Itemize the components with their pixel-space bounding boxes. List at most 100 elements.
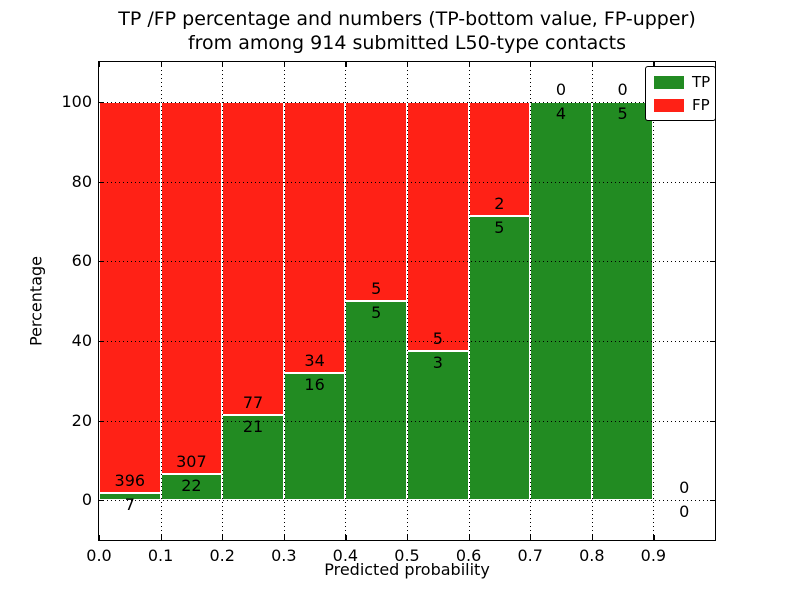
y-gridline [99,420,715,422]
legend-entry-tp: TP [654,73,711,91]
fp-bar-segment [99,101,161,494]
x-tick-label: 0.7 [517,546,543,565]
x-tick-mark [468,535,470,540]
tp-bar-segment [345,301,407,501]
fp-count-label: 34 [304,350,325,370]
y-tick-label: 20 [71,410,92,430]
x-tick-mark [591,535,594,540]
fp-count-label: 0 [617,79,628,99]
tp-count-label: 4 [555,103,567,123]
fp-bar-segment [468,101,531,216]
x-tick-mark [653,62,655,67]
fp-bar-segment [345,101,407,301]
x-gridline [468,62,470,540]
x-tick-mark [653,535,655,540]
legend-label-tp: TP [692,73,711,91]
x-tick-mark [345,535,347,540]
x-tick-mark [283,62,286,67]
x-gridline [591,62,593,540]
tp-bar-segment [99,493,161,501]
x-tick-label: 0.5 [394,546,420,565]
fp-bar-segment [407,101,469,351]
y-tick-mark [710,340,715,343]
x-gridline [530,62,532,540]
x-tick-mark [99,62,101,67]
y-tick-label: 0 [81,490,92,510]
fp-count-label: 77 [242,392,264,412]
tp-bar-segment [160,473,223,501]
tp-count-label: 5 [371,303,382,322]
x-tick-mark [591,62,594,67]
fp-bar-segment [160,101,223,474]
fp-count-label: 0 [679,478,690,498]
legend: TP FP [645,66,716,121]
x-tick-mark [283,535,286,540]
x-gridline [653,62,655,540]
y-tick-label: 100 [61,91,92,111]
x-gridline [345,62,347,540]
tp-count-label: 0 [679,502,690,522]
y-gridline [99,340,715,342]
x-tick-label: 0.2 [209,546,235,565]
fp-count-label: 396 [114,471,146,491]
legend-label-fp: FP [692,96,710,114]
tp-count-label: 16 [304,374,325,394]
x-gridline [407,62,408,540]
tp-count-label: 3 [432,352,443,372]
x-tick-label: 0.4 [332,546,359,565]
x-axis-label: Predicted probability [324,560,490,579]
y-tick-mark [710,261,715,263]
x-gridline [283,62,285,540]
y-tick-mark [99,261,104,263]
y-gridline [99,500,715,502]
y-tick-mark [99,500,104,502]
chart-title-line2: from among 914 submitted L50-type contac… [187,32,627,54]
fp-count-label: 0 [555,79,567,99]
x-tick-mark [160,535,162,540]
fp-count-label: 307 [176,451,207,471]
y-tick-mark [710,500,715,502]
tp-bar-segment [591,101,654,501]
fp-count-label: 5 [432,328,443,348]
x-tick-mark [530,535,532,540]
tp-count-label: 5 [617,103,628,123]
y-gridline [99,181,715,183]
tp-bar-segment [530,101,592,501]
x-tick-mark [530,62,532,67]
fp-bar-segment [222,101,284,415]
chart-title: TP /FP percentage and numbers (TP-bottom… [99,7,715,55]
x-tick-label: 0.6 [455,546,482,565]
y-tick-mark [99,420,104,422]
x-tick-mark [222,535,224,540]
x-tick-label: 0.0 [86,546,112,565]
fp-count-label: 5 [371,279,382,298]
tp-bar-segment [407,350,469,501]
x-tick-mark [99,535,101,540]
x-tick-label: 0.3 [271,546,297,565]
tp-legend-swatch-icon [654,75,684,89]
x-gridline [160,62,162,540]
y-tick-mark [99,340,104,343]
fp-count-label: 2 [494,193,505,213]
tp-count-label: 22 [181,475,202,495]
x-gridline [222,62,224,540]
y-tick-mark [710,181,715,183]
x-tick-label: 0.9 [640,546,667,565]
x-tick-label: 0.8 [579,546,605,565]
tp-bar-segment [468,215,531,501]
x-tick-mark [222,62,224,67]
tp-count-label: 21 [242,416,264,436]
x-tick-mark [468,62,470,67]
y-tick-mark [99,101,104,104]
fp-legend-swatch-icon [654,98,684,112]
tp-count-label: 5 [494,217,505,237]
legend-entry-fp: FP [654,96,710,114]
y-tick-label: 80 [71,171,92,191]
chart-title-line1: TP /FP percentage and numbers (TP-bottom… [118,8,696,30]
y-tick-label: 60 [71,251,92,271]
y-tick-mark [99,181,104,183]
y-gridline [99,101,715,103]
tp-count-label: 7 [124,495,135,515]
x-tick-mark [160,62,162,67]
